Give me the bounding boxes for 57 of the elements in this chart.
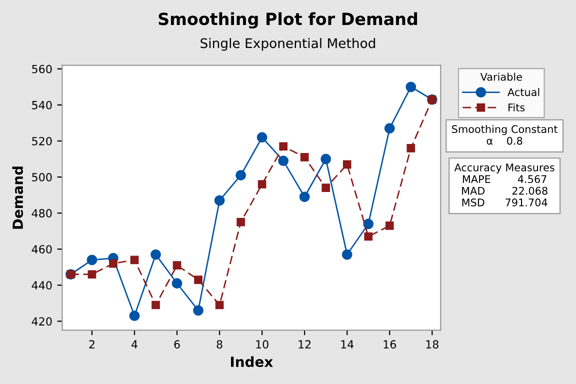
point	[152, 300, 160, 310]
y-tick-label: 440	[32, 281, 52, 290]
point	[109, 259, 118, 268]
point	[384, 123, 395, 134]
point	[193, 305, 204, 316]
point	[236, 170, 246, 180]
point	[406, 144, 416, 152]
point	[300, 153, 309, 162]
x-axis-title: Index	[231, 356, 273, 368]
y-tick-label: 540	[32, 100, 52, 110]
point	[342, 249, 352, 260]
x-tick-label: 12	[298, 340, 311, 348]
point	[385, 222, 394, 230]
x-tick-label: 14	[341, 340, 354, 348]
point	[150, 249, 161, 260]
point	[86, 254, 98, 266]
point	[363, 218, 374, 230]
text: Smoothing Constant α 0.8	[452, 125, 558, 145]
legend-label: Actual	[508, 88, 540, 96]
point	[129, 310, 140, 322]
y-tick-label: 520	[32, 136, 52, 146]
point	[320, 154, 332, 164]
point	[278, 156, 289, 166]
legend-title: Variable	[480, 72, 522, 81]
chart-title: Smoothing Plot for Demand	[158, 12, 418, 29]
point	[364, 232, 373, 241]
point	[172, 278, 182, 289]
x-tick-label: 2	[89, 340, 94, 348]
point	[194, 276, 202, 284]
y-tick-label: 460	[32, 245, 52, 254]
x-tick-label: 16	[384, 340, 396, 349]
point	[258, 180, 266, 188]
text: Accuracy Measures MAPE 4.567 MAD 22.068 MSD 791.704	[454, 164, 554, 206]
point	[256, 132, 268, 143]
x-tick-label: 4	[132, 340, 138, 348]
y-tick-label: 560	[32, 64, 52, 74]
point	[214, 195, 225, 206]
point	[172, 261, 182, 270]
point	[342, 160, 352, 169]
point	[406, 82, 416, 92]
chart-subtitle: Single Exponential Method	[200, 38, 376, 51]
y-tick-label: 500	[32, 173, 52, 182]
point	[88, 270, 96, 279]
legend-label: Fits	[508, 103, 525, 112]
point	[130, 256, 139, 264]
x-tick-label: 8	[216, 340, 222, 349]
y-tick-label: 480	[32, 209, 52, 218]
y-tick-label: 420	[32, 317, 52, 326]
point	[279, 142, 288, 151]
x-tick-label: 10	[256, 340, 268, 349]
point	[299, 192, 310, 202]
y-axis-title: Demand	[12, 166, 24, 229]
point	[215, 300, 224, 310]
point	[322, 184, 330, 192]
x-tick-label: 18	[426, 340, 438, 349]
x-tick-label: 6	[174, 340, 180, 349]
point	[236, 218, 245, 226]
